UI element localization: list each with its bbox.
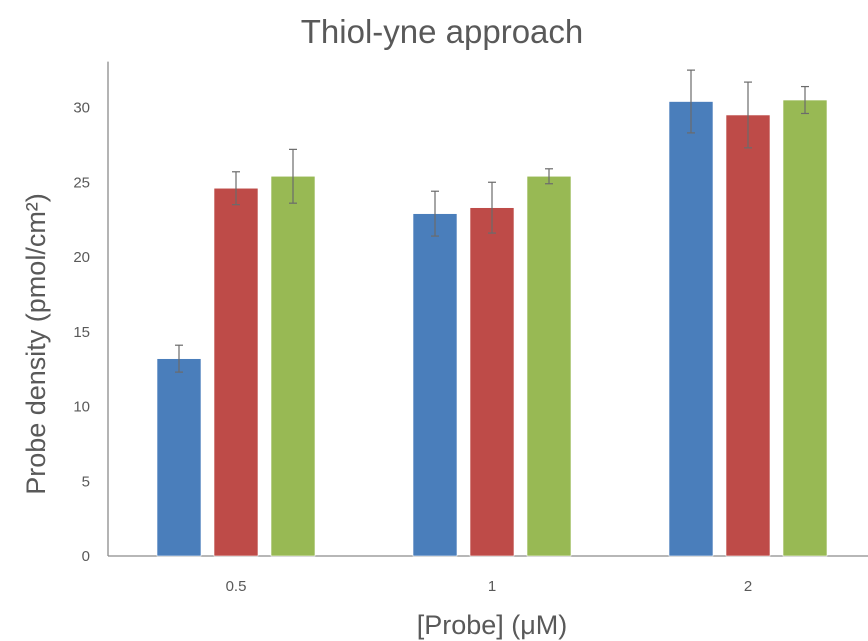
bar	[156, 358, 202, 557]
bar	[412, 213, 458, 557]
bar	[213, 187, 259, 557]
y-tick-label: 5	[82, 473, 90, 490]
x-axis-label: [Probe] (μM)	[417, 610, 568, 640]
y-tick-label: 25	[73, 174, 90, 191]
bar	[782, 99, 828, 557]
bar	[469, 207, 515, 557]
y-tick-label: 0	[82, 548, 90, 565]
y-tick-label: 30	[73, 100, 90, 117]
bar	[526, 175, 572, 557]
x-tick-label: 2	[744, 578, 752, 595]
x-tick-label: 0.5	[226, 578, 247, 595]
bar	[270, 175, 316, 557]
bar	[725, 114, 771, 557]
bar	[668, 101, 714, 557]
x-tick-label: 1	[488, 578, 496, 595]
y-tick-label: 10	[73, 399, 90, 416]
y-axis-label: Probe density (pmol/cm²)	[21, 193, 51, 495]
y-tick-label: 15	[73, 324, 90, 341]
plot-area: 0 5 10 15 20 25 30 0.5 1 2	[73, 61, 868, 595]
y-tick-label: 20	[73, 249, 90, 266]
chart-title: Thiol-yne approach	[301, 13, 584, 50]
